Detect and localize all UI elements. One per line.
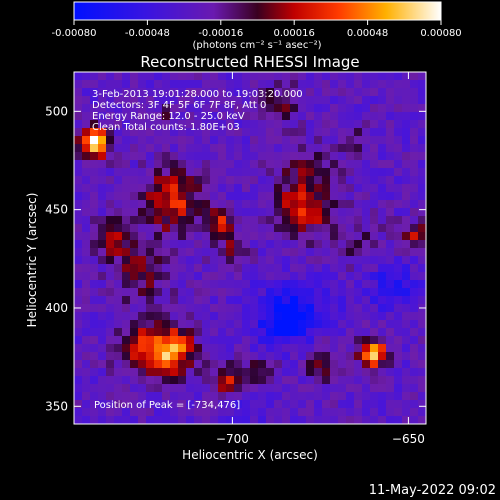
x-axis-ticks: −700−650−600 bbox=[216, 72, 425, 446]
heatmap-image bbox=[74, 72, 426, 424]
annotation-detectors: Detectors: 3F 4F 5F 6F 7F 8F, Att 0 bbox=[92, 100, 266, 111]
y-tick-label: 500 bbox=[45, 104, 68, 118]
colorbar-tick-label: 0.00048 bbox=[347, 28, 388, 39]
x-axis-label: Heliocentric X (arcsec) bbox=[182, 448, 318, 462]
annotation-clean-counts: Clean Total counts: 1.80E+03 bbox=[92, 122, 240, 133]
colorbar-gradient bbox=[73, 1, 442, 21]
x-tick-label: −650 bbox=[392, 432, 425, 446]
annotation-block: 3-Feb-2013 19:01:28.000 to 19:03:20.000 … bbox=[92, 89, 303, 411]
colorbar-tick-label: -0.00080 bbox=[52, 28, 97, 39]
timestamp: 11-May-2022 09:02 bbox=[369, 483, 496, 498]
plot-frame bbox=[73, 71, 427, 425]
annotation-time-range: 3-Feb-2013 19:01:28.000 to 19:03:20.000 bbox=[92, 89, 303, 100]
y-axis-ticks: 350 400 450 500 bbox=[45, 104, 426, 413]
colorbar-tick-label: 0.00080 bbox=[420, 28, 461, 39]
colorbar-tick-label: -0.00048 bbox=[125, 28, 170, 39]
chart-title: Reconstructed RHESSI Image bbox=[140, 53, 359, 71]
y-tick-label: 350 bbox=[45, 399, 68, 413]
colorbar-ticks: -0.00080 -0.00048 -0.00016 0.00016 0.00048 0.… bbox=[52, 20, 462, 39]
colorbar: -0.00080 -0.00048 -0.00016 0.00016 0.00048 0.… bbox=[52, 1, 462, 51]
y-tick-label: 450 bbox=[45, 203, 68, 217]
y-tick-label: 400 bbox=[45, 301, 68, 315]
x-tick-label: −700 bbox=[216, 432, 249, 446]
annotation-energy-range: Energy Range: 12.0 - 25.0 keV bbox=[92, 111, 245, 122]
y-axis-label: Heliocentric Y (arcsec) bbox=[25, 193, 39, 328]
colorbar-unit-label: (photons cm⁻² s⁻¹ asec⁻²) bbox=[192, 40, 321, 51]
colorbar-tick-label: 0.00016 bbox=[274, 28, 315, 39]
colorbar-tick-label: -0.00016 bbox=[198, 28, 243, 39]
annotation-peak-position: Position of Peak = [-734,476] bbox=[94, 400, 240, 411]
